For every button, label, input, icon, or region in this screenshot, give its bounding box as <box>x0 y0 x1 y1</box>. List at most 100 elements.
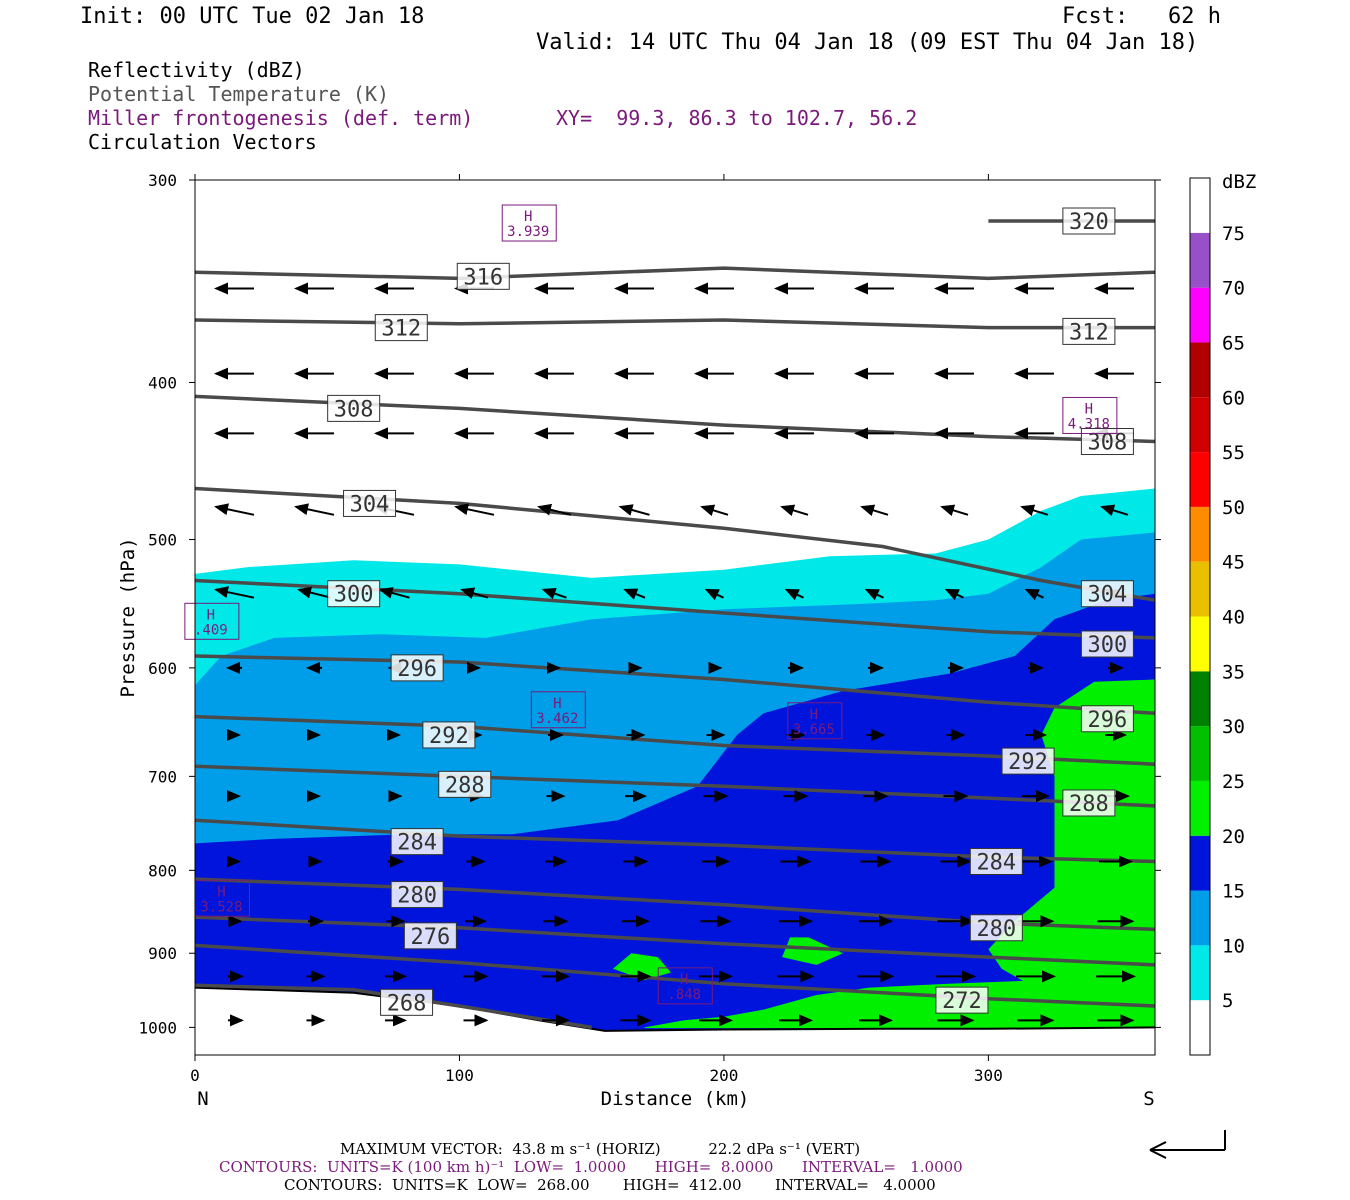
y-tick-label: 800 <box>148 861 177 880</box>
fronto-max-value: 4.318 <box>1068 416 1110 432</box>
colorbar-segment <box>1190 342 1210 398</box>
reflectivity-fill <box>195 488 1155 1055</box>
colorbar-segment <box>1190 232 1210 288</box>
colorbar-level-label: 65 <box>1222 332 1245 354</box>
theta-label-296: 296 <box>1088 708 1128 733</box>
fronto-max-label: H <box>810 707 818 723</box>
theta-label-312: 312 <box>1069 320 1109 345</box>
theta-label-308: 308 <box>334 397 374 422</box>
y-axis-label: Pressure (hPa) <box>117 537 139 697</box>
colorbar-unit-label: dBZ <box>1222 171 1256 193</box>
theta-label-300: 300 <box>334 583 374 608</box>
circulation-vector <box>297 586 332 599</box>
theta-label-276: 276 <box>410 925 450 950</box>
fronto-max-value: 3.665 <box>793 722 835 738</box>
theta-label-320: 320 <box>1069 210 1109 235</box>
x-end-label-left: N <box>197 1088 208 1110</box>
theta-label-296: 296 <box>397 657 437 682</box>
colorbar-segment <box>1190 506 1210 562</box>
legend-vectors: Circulation Vectors <box>88 130 317 154</box>
footer-theta-contours: CONTOURS: UNITS=K LOW= 268.00 HIGH= 412.… <box>284 1176 936 1194</box>
circulation-vector <box>537 503 572 516</box>
circulation-vector <box>860 504 889 517</box>
fronto-max-box <box>787 702 843 740</box>
colorbar-level-label: 5 <box>1222 990 1233 1012</box>
x-axis-label: Distance (km) <box>601 1088 750 1110</box>
theta-label-box <box>403 922 457 950</box>
circulation-vector <box>940 504 969 517</box>
circulation-vector <box>700 504 729 517</box>
theta-label-300: 300 <box>1088 633 1128 658</box>
colorbar-segment <box>1190 178 1210 233</box>
theta-label-box <box>380 988 434 1016</box>
colorbar: 5 10 15 20 25 30 35 40 45 50 55 60 65 70 75 dBZ <box>1189 171 1256 1056</box>
circulation-vector <box>214 503 255 516</box>
theta-label-box <box>1062 789 1116 817</box>
theta-label-304: 304 <box>350 492 390 517</box>
theta-contour-272 <box>195 943 1155 1008</box>
colorbar-level-label: 30 <box>1222 716 1245 738</box>
colorbar-segment <box>1190 1000 1210 1055</box>
colorbar-level-label: 75 <box>1222 223 1245 245</box>
fronto-max-label: H <box>524 209 532 225</box>
reflectivity-region-20dbz <box>612 953 671 981</box>
circulation-vector <box>541 587 567 600</box>
colorbar-segment <box>1190 561 1210 617</box>
colorbar-segment <box>1190 726 1210 781</box>
fronto-max-label: H <box>207 607 215 623</box>
circulation-vector <box>780 504 809 517</box>
colorbar-segment <box>1190 671 1210 727</box>
theta-label-280: 280 <box>976 917 1016 942</box>
colorbar-segment <box>1190 780 1210 836</box>
forecast-hour: Fcst: 62 h <box>1062 4 1221 29</box>
circulation-vector <box>378 587 410 599</box>
x-tick-label: 200 <box>709 1066 738 1085</box>
colorbar-segment <box>1190 945 1210 1001</box>
legend-frontogenesis: Miller frontogenesis (def. term) <box>88 106 474 130</box>
valid-time: Valid: 14 UTC Thu 04 Jan 18 (09 EST Thu … <box>536 30 1199 55</box>
y-tick-label: 700 <box>148 767 177 786</box>
circulation-vector <box>460 587 489 599</box>
y-tick-label: 900 <box>148 944 177 963</box>
theta-label-308: 308 <box>1088 431 1128 456</box>
theta-label-304: 304 <box>1088 583 1128 608</box>
x-end-label-right: S <box>1143 1088 1154 1110</box>
legend-theta: Potential Temperature (K) <box>88 82 390 106</box>
circulation-vector <box>623 588 646 600</box>
colorbar-level-label: 15 <box>1222 881 1245 903</box>
colorbar-frame <box>1189 177 1211 1056</box>
reference-vector-icon <box>1149 1130 1226 1159</box>
y-tick-label: 400 <box>148 373 177 392</box>
fronto-max-box <box>501 204 557 242</box>
footer-max-vector: MAXIMUM VECTOR: 43.8 m s⁻¹ (HORIZ) 22.2 … <box>340 1140 861 1158</box>
circulation-vector <box>1100 504 1129 517</box>
colorbar-segment <box>1190 452 1210 507</box>
theta-label-box <box>969 847 1023 875</box>
theta-label-box <box>969 914 1023 942</box>
circulation-vector <box>1024 588 1044 601</box>
theta-label-box <box>390 881 444 909</box>
theta-label-box <box>935 986 989 1014</box>
circulation-vector <box>294 503 335 516</box>
theta-label-box <box>343 489 397 517</box>
colorbar-segment <box>1190 890 1210 946</box>
theta-label-box <box>422 721 476 749</box>
fronto-max-box <box>530 691 586 729</box>
theta-contour-276 <box>195 915 1155 967</box>
fronto-max-value: .848 <box>667 987 701 1003</box>
theta-label-280: 280 <box>397 884 437 909</box>
theta-label-284: 284 <box>976 850 1016 875</box>
theta-label-box <box>327 580 381 608</box>
theta-label-box <box>1080 630 1134 658</box>
theta-label-box <box>438 770 492 798</box>
theta-label-box <box>1080 705 1134 733</box>
reflectivity-region-20dbz <box>644 976 1155 1029</box>
plot-frame <box>194 179 1156 1056</box>
colorbar-level-label: 45 <box>1222 552 1245 574</box>
circulation-vector <box>784 588 804 601</box>
theta-contour-296 <box>195 654 1155 716</box>
fronto-max-value: 3.462 <box>536 711 578 727</box>
theta-label-box <box>1062 207 1116 235</box>
